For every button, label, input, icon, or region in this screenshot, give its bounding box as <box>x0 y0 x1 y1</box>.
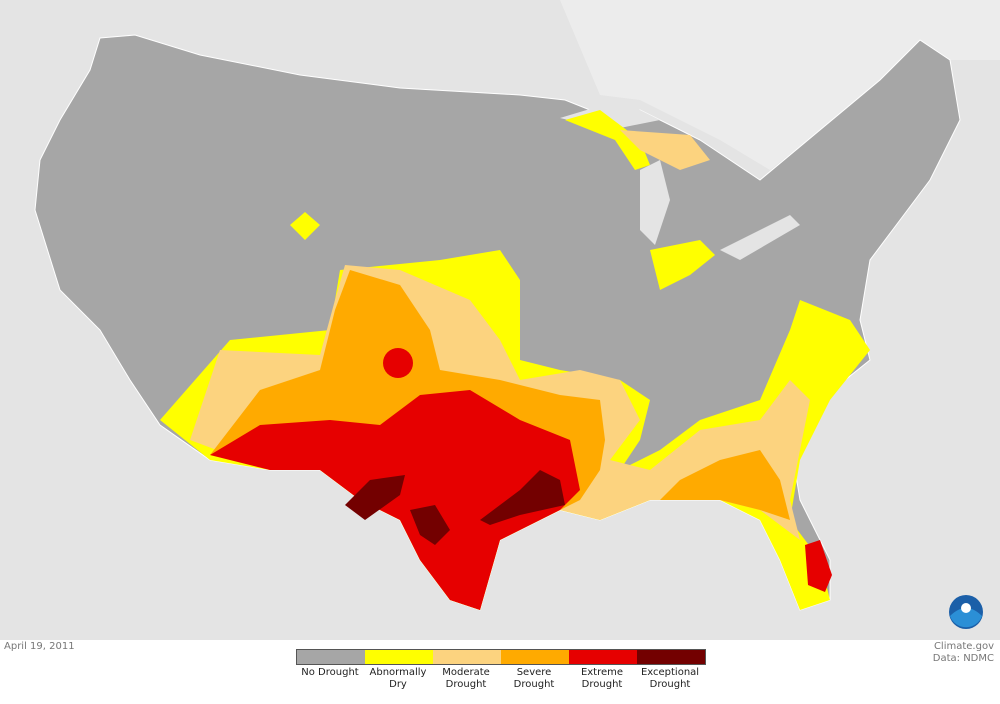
drought-areas <box>160 110 870 610</box>
moderate-drought-area <box>620 130 710 170</box>
legend-swatch <box>569 650 637 664</box>
legend-swatch <box>297 650 365 664</box>
abnormally-dry-area <box>290 212 320 240</box>
exceptional-drought-area <box>480 470 565 525</box>
map <box>0 0 1000 640</box>
legend-swatch <box>433 650 501 664</box>
lake-michigan <box>640 160 670 245</box>
noaa-logo <box>949 595 983 629</box>
legend-swatch <box>501 650 569 664</box>
canada <box>560 0 1000 170</box>
legend-bar <box>296 649 706 665</box>
legend-label: No Drought <box>301 667 359 678</box>
exceptional-drought-area <box>410 505 450 545</box>
severe-drought-area <box>660 450 790 520</box>
abnormally-dry-area <box>565 110 650 170</box>
legend-label: Moderate Drought <box>442 667 490 690</box>
legend-label: Severe Drought <box>513 667 555 690</box>
legend-labels: No Drought Abnormally Dry Moderate Drought… <box>296 667 704 691</box>
source-label: Data: NDMC <box>932 653 994 664</box>
lake-erie <box>720 215 800 260</box>
abnormally-dry-area <box>650 240 715 290</box>
exceptional-drought-area <box>345 475 405 520</box>
credit-label: Climate.gov <box>933 641 994 652</box>
legend-swatch <box>637 650 705 664</box>
extreme-drought-area <box>805 540 832 592</box>
date-label: April 19, 2011 <box>4 641 75 652</box>
legend-swatch <box>365 650 433 664</box>
extreme-drought-area <box>383 348 413 378</box>
legend-label: Abnormally Dry <box>369 667 427 690</box>
legend-label: Exceptional Drought <box>640 667 700 690</box>
legend-label: Extreme Drought <box>580 667 624 690</box>
extreme-drought-area <box>210 390 580 610</box>
